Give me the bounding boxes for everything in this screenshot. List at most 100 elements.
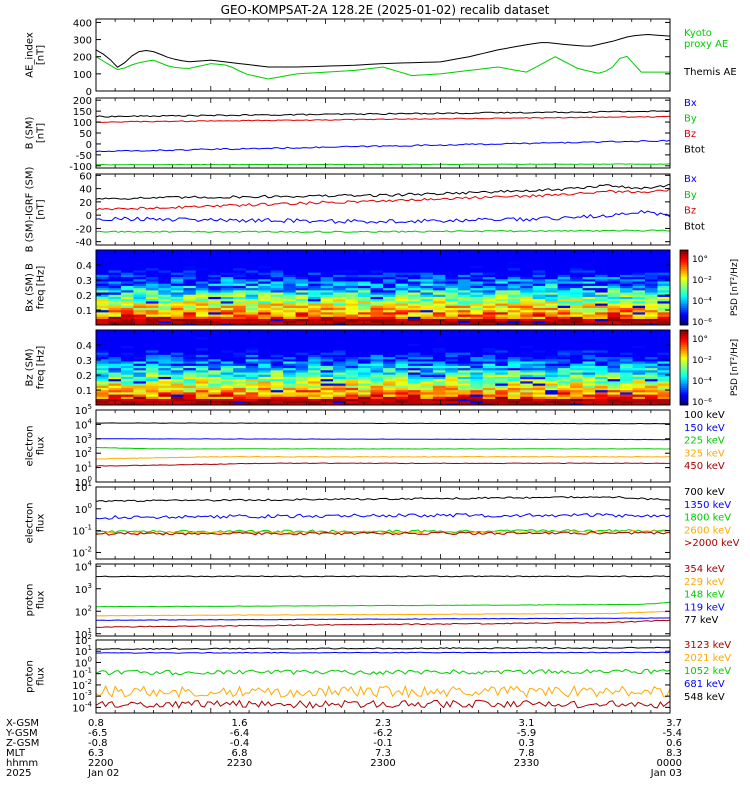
spectro-cell (283, 261, 297, 264)
spectro-cell (432, 318, 446, 322)
spectro-cell (120, 380, 135, 384)
y-axis-label: B (SM) (25, 116, 36, 149)
spectro-cell (120, 318, 135, 322)
spectro-cell (557, 296, 571, 300)
spectro-cell (183, 358, 197, 362)
spectro-cell (432, 387, 446, 391)
spectro-cell (308, 318, 322, 322)
spectro-cell (557, 285, 571, 289)
spectro-cell (320, 276, 334, 280)
spectro-cell (582, 378, 596, 382)
spectro-cell (308, 313, 322, 317)
spectro-cell (295, 287, 309, 291)
spectro-cell (532, 320, 546, 324)
spectro-cell (495, 400, 509, 404)
spectro-cell (532, 298, 546, 302)
spectro-cell (482, 343, 496, 347)
spectro-cell (170, 252, 184, 256)
spectro-cell (482, 265, 496, 269)
spectro-cell (370, 349, 384, 353)
spectro-cell (557, 265, 571, 269)
spectro-cell (395, 302, 409, 306)
spectro-cell (358, 393, 372, 397)
spectro-cell (233, 363, 247, 366)
spectro-cell (270, 396, 284, 399)
spectro-cell (620, 254, 634, 258)
spectro-cell (607, 358, 621, 362)
spectro-cell (220, 302, 234, 306)
colorbar-cell (680, 310, 688, 313)
spectro-cell (582, 280, 596, 284)
spectro-cell (295, 341, 309, 344)
spectro-cell (607, 322, 621, 325)
spectro-cell (233, 313, 247, 317)
y-axis-label: proton (25, 584, 36, 617)
spectro-cell (320, 263, 334, 267)
spectro-cell (308, 307, 322, 311)
spectro-cell (308, 371, 322, 375)
spectro-cell (345, 269, 359, 273)
spectro-cell (632, 365, 646, 369)
spectro-cell (595, 272, 609, 275)
y-tick-label: 0 (86, 87, 92, 98)
spectro-cell (108, 280, 122, 284)
spectro-cell (96, 332, 110, 336)
tick-base: 10 (75, 406, 88, 417)
spectro-cell (645, 380, 659, 384)
spectro-cell (482, 316, 496, 319)
spectro-cell (345, 283, 359, 286)
spectro-cell (657, 402, 670, 405)
spectro-cell (607, 374, 621, 377)
spectro-cell (158, 356, 172, 360)
spectro-cell (520, 278, 534, 282)
spectro-cell (120, 254, 135, 258)
spectro-cell (570, 360, 584, 364)
spectro-cell (620, 296, 634, 300)
spectro-cell (220, 332, 234, 336)
spectro-cell (308, 391, 322, 395)
spectro-cell (233, 398, 247, 402)
spectro-cell (120, 267, 135, 271)
spectro-cell (420, 261, 434, 264)
spectro-cell (532, 313, 546, 317)
spectro-cell (208, 393, 222, 397)
spectro-cell (395, 272, 409, 275)
spectro-cell (657, 385, 670, 388)
spectro-cell (657, 398, 670, 402)
spectro-cell (96, 341, 110, 344)
tick-base: 10 (72, 703, 85, 714)
spectro-cell (320, 307, 334, 311)
spectro-cell (570, 256, 584, 260)
tick-base: 10 (75, 658, 88, 669)
tick-exponent: 0 (88, 655, 92, 663)
spectro-cell (607, 258, 621, 262)
spectro-cell (383, 263, 397, 267)
spectro-cell (395, 400, 409, 404)
spectro-cell (345, 274, 359, 278)
spectro-cell (120, 352, 135, 355)
spectro-cell (420, 356, 434, 360)
legend-entry: 2600 keV (684, 525, 731, 536)
legend-entry: 354 keV (684, 564, 725, 575)
spectro-cell (308, 380, 322, 384)
spectro-cell (120, 378, 135, 382)
spectro-cell (208, 367, 222, 371)
spectro-cell (220, 287, 234, 291)
spectro-cell (158, 338, 172, 342)
spectro-cell (457, 291, 471, 295)
spectro-cell (570, 254, 584, 258)
spectro-cell (345, 267, 359, 271)
spectro-cell (245, 289, 259, 293)
spectro-cell (457, 322, 471, 325)
spectro-cell (383, 360, 397, 364)
colorbar-cell (680, 311, 688, 315)
spectro-cell (607, 267, 621, 271)
spectro-cell (170, 269, 184, 273)
spectro-cell (595, 398, 609, 402)
spectro-cell (407, 250, 422, 253)
spectro-cell (258, 358, 272, 362)
spectro-cell (295, 283, 309, 286)
spectro-cell (507, 378, 521, 382)
